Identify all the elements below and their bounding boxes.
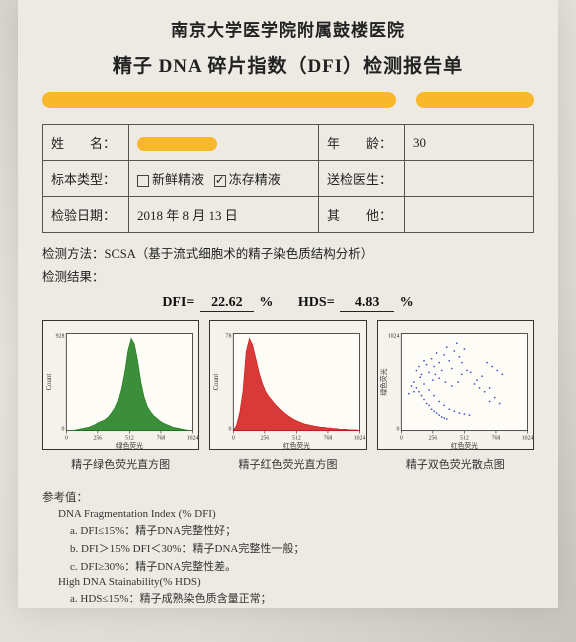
- chart-red-caption: 精子红色荧光直方图: [209, 456, 366, 472]
- age-value: 30: [405, 125, 534, 161]
- doctor-label: 送检医生：: [319, 161, 405, 197]
- other-value: [405, 197, 534, 233]
- dfi-label: DFI=: [162, 295, 194, 310]
- info-table: 姓 名： 年 龄： 30 标本类型： 新鲜精液 冻存精液 送检医生： 检验日期：…: [42, 124, 534, 233]
- hospital-name: 南京大学医学院附属鼓楼医院: [42, 16, 534, 41]
- doctor-value: [405, 161, 534, 197]
- frozen-checkbox: [214, 175, 226, 187]
- chart-green-box: 0 256 512 768 1024 928 0 Count 绿色荧光 精子绿色荧光直方图: [42, 320, 199, 472]
- name-label: 姓 名：: [43, 125, 129, 161]
- svg-text:0: 0: [232, 435, 235, 441]
- chart-red-box: 0 256 512 768 1024 78 0 Count 红色荧光 精子红色荧光直方图: [209, 320, 366, 472]
- hds-label: HDS=: [298, 295, 335, 310]
- frozen-label: 冻存精液: [229, 172, 281, 187]
- svg-text:78: 78: [226, 333, 232, 339]
- svg-text:1024: 1024: [354, 435, 366, 441]
- ref-dfi-title: DNA Fragmentation Index (% DFI): [58, 508, 534, 520]
- svg-text:红色荧光: 红色荧光: [283, 441, 310, 449]
- result-label: 检测结果：: [42, 266, 534, 285]
- fresh-label: 新鲜精液: [152, 172, 204, 187]
- svg-text:928: 928: [56, 333, 65, 339]
- svg-text:红色荧光: 红色荧光: [450, 441, 477, 449]
- other-label: 其 他：: [319, 197, 405, 233]
- age-label: 年 龄：: [319, 125, 405, 161]
- metrics-row: DFI= 22.62 % HDS= 4.83 %: [42, 295, 534, 312]
- redaction-row: [42, 92, 534, 114]
- svg-text:512: 512: [125, 435, 134, 441]
- chart-red: 0 256 512 768 1024 78 0 Count 红色荧光: [209, 320, 366, 450]
- svg-text:1024: 1024: [521, 435, 533, 441]
- ref-hds-a: a. HDS≤15%：精子成熟染色质含量正常；: [70, 590, 534, 606]
- svg-text:Count: Count: [213, 374, 220, 391]
- svg-text:0: 0: [229, 427, 232, 433]
- chart-green-caption: 精子绿色荧光直方图: [42, 456, 199, 472]
- svg-text:绿色荧光: 绿色荧光: [378, 368, 387, 395]
- charts-row: 0 256 512 768 1024 928 0 Count 绿色荧光 精子绿色荧光直方图 0 2…: [42, 320, 534, 472]
- svg-text:768: 768: [491, 435, 500, 441]
- report-title: 精子 DNA 碎片指数（DFI）检测报告单: [42, 51, 534, 78]
- test-date-value: 2018 年 8 月 13 日: [129, 197, 319, 233]
- redaction-bar-2: [416, 92, 534, 108]
- svg-text:512: 512: [292, 435, 301, 441]
- svg-text:512: 512: [460, 435, 469, 441]
- sample-type-value: 新鲜精液 冻存精液: [129, 161, 319, 197]
- svg-text:1024: 1024: [187, 435, 199, 441]
- chart-scatter: 0 256 512 768 1024 1024 0 绿色荧光红色荧光: [377, 320, 534, 450]
- hds-value: 4.83: [340, 295, 394, 312]
- hds-pct: %: [400, 295, 414, 310]
- chart-scatter-box: 0 256 512 768 1024 1024 0 绿色荧光红色荧光 精子双色荧光散点图: [377, 320, 534, 472]
- method-label: 检测方法：: [42, 247, 105, 261]
- svg-text:0: 0: [61, 427, 64, 433]
- svg-text:768: 768: [157, 435, 166, 441]
- report-sheet: 南京大学医学院附属鼓楼医院 精子 DNA 碎片指数（DFI）检测报告单 姓 名：…: [18, 0, 558, 608]
- dfi-value: 22.62: [200, 295, 254, 312]
- svg-text:768: 768: [324, 435, 333, 441]
- reference-block: 参考值： DNA Fragmentation Index (% DFI) a. …: [42, 486, 534, 606]
- svg-text:256: 256: [428, 435, 437, 441]
- svg-text:256: 256: [93, 435, 102, 441]
- chart-scatter-caption: 精子双色荧光散点图: [377, 456, 534, 472]
- svg-text:0: 0: [396, 427, 399, 433]
- svg-text:0: 0: [400, 435, 403, 441]
- method-value: SCSA（基于流式细胞术的精子染色质结构分析）: [105, 247, 374, 261]
- svg-text:Count: Count: [46, 374, 53, 391]
- name-redaction: [137, 137, 217, 151]
- fresh-checkbox: [137, 175, 149, 187]
- ref-header: 参考值：: [42, 489, 534, 505]
- method-line: 检测方法：SCSA（基于流式细胞术的精子染色质结构分析）: [42, 243, 534, 262]
- name-value-cell: [129, 125, 319, 161]
- svg-text:1024: 1024: [387, 333, 399, 339]
- svg-text:绿色荧光: 绿色荧光: [116, 441, 143, 449]
- sample-type-label: 标本类型：: [43, 161, 129, 197]
- ref-dfi-a: a. DFI≤15%：精子DNA完整性好；: [70, 522, 534, 538]
- ref-hds-title: High DNA Stainability(% HDS): [58, 576, 534, 588]
- redaction-bar-1: [42, 92, 396, 108]
- svg-text:0: 0: [65, 435, 68, 441]
- ref-dfi-c: c. DFI≥30%：精子DNA完整性差。: [70, 558, 534, 574]
- svg-text:256: 256: [261, 435, 270, 441]
- test-date-label: 检验日期：: [43, 197, 129, 233]
- ref-dfi-b: b. DFI＞15% DFI＜30%：精子DNA完整性一般；: [70, 540, 534, 556]
- chart-green: 0 256 512 768 1024 928 0 Count 绿色荧光: [42, 320, 199, 450]
- dfi-pct: %: [259, 295, 273, 310]
